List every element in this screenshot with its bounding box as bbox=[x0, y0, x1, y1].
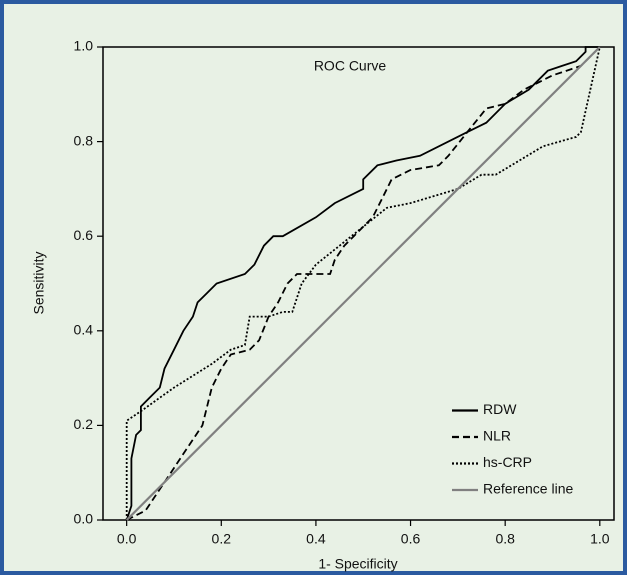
roc-curve bbox=[125, 46, 601, 520]
legend-label: hs-CRP bbox=[483, 454, 532, 470]
legend-label: Reference line bbox=[483, 481, 573, 497]
y-tick-label: 1.0 bbox=[74, 38, 94, 54]
x-tick-label: 0.8 bbox=[495, 531, 515, 547]
roc-curve bbox=[125, 46, 600, 521]
chart-title: ROC Curve bbox=[314, 58, 387, 74]
legend-label: NLR bbox=[483, 428, 511, 444]
x-tick-label: 0.2 bbox=[212, 531, 232, 547]
y-axis-label: Sensitivity bbox=[31, 251, 47, 314]
y-tick-label: 0.2 bbox=[74, 416, 94, 432]
y-tick-label: 0.0 bbox=[74, 511, 94, 527]
y-tick-label: 0.6 bbox=[74, 227, 94, 243]
x-tick-label: 0.6 bbox=[401, 531, 421, 547]
y-tick-label: 0.4 bbox=[74, 322, 94, 338]
x-axis-label: 1- Specificity bbox=[318, 556, 397, 572]
x-tick-label: 0.4 bbox=[306, 531, 326, 547]
plot-area bbox=[102, 46, 615, 521]
roc-curve bbox=[125, 46, 601, 521]
x-tick-label: 1.0 bbox=[590, 531, 610, 547]
x-tick-label: 0.0 bbox=[117, 531, 137, 547]
y-tick-label: 0.8 bbox=[74, 132, 94, 148]
legend-label: RDW bbox=[483, 401, 517, 417]
roc-curve bbox=[126, 46, 601, 521]
